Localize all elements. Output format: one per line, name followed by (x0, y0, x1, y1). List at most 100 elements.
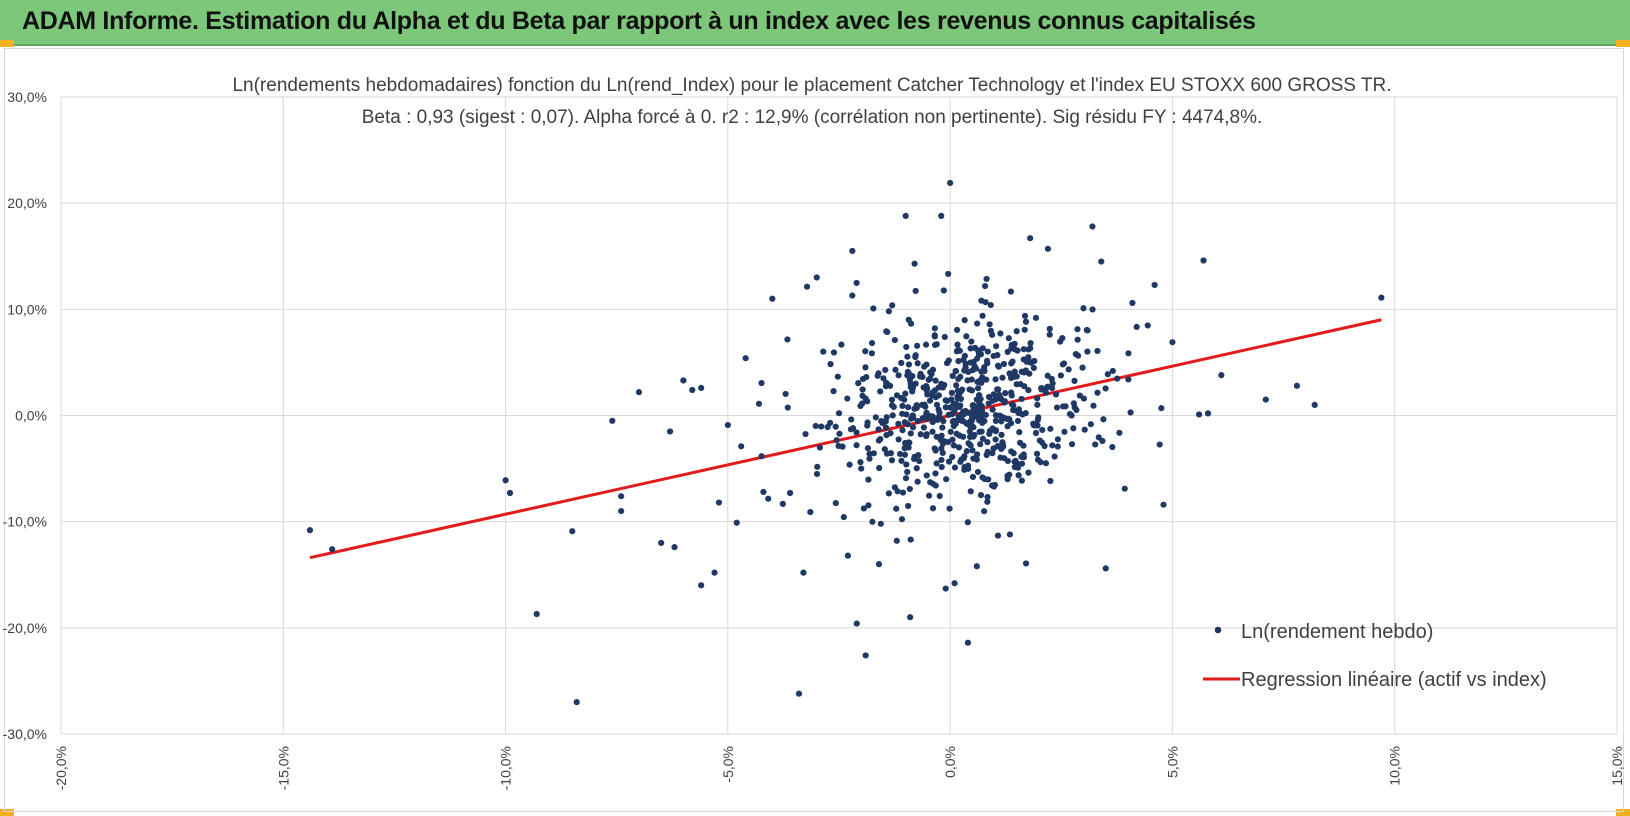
legend-point-marker (1214, 626, 1222, 634)
data-point (1046, 325, 1053, 332)
data-point (994, 532, 1002, 539)
data-point (1016, 429, 1023, 436)
data-point (814, 463, 821, 470)
data-point (865, 502, 872, 509)
data-point (997, 454, 1004, 461)
data-point (922, 403, 929, 410)
data-point (943, 359, 951, 367)
data-point (698, 384, 705, 391)
data-point (1071, 404, 1078, 411)
data-point (887, 450, 895, 457)
data-point (973, 456, 980, 463)
data-point (872, 414, 879, 421)
data-point (957, 458, 964, 465)
data-point (969, 367, 976, 374)
data-point (1038, 386, 1045, 393)
data-point (936, 492, 943, 500)
data-point (963, 333, 970, 340)
data-point (816, 444, 823, 451)
data-point (1311, 401, 1318, 408)
data-point (782, 390, 789, 398)
data-point (902, 212, 909, 220)
data-point (1047, 425, 1054, 432)
data-point (906, 376, 914, 384)
data-point (1047, 477, 1054, 485)
data-point (824, 423, 831, 431)
data-point (807, 508, 814, 516)
chart-title: Ln(rendements hebdomadaires) fonction du… (232, 75, 1391, 96)
data-point (932, 470, 939, 477)
data-point (969, 447, 976, 454)
data-point (959, 386, 966, 393)
data-point (800, 569, 807, 576)
data-point (887, 430, 894, 437)
data-point (965, 409, 972, 416)
data-point (905, 404, 912, 411)
data-point (1025, 387, 1032, 394)
data-point (945, 438, 952, 446)
data-point (733, 519, 740, 526)
data-point (920, 424, 928, 431)
data-point (929, 418, 936, 426)
data-point (1133, 323, 1140, 330)
data-point (961, 463, 968, 471)
data-point (1061, 428, 1068, 435)
data-point (989, 425, 996, 432)
data-point (905, 502, 912, 510)
data-point (951, 580, 958, 587)
data-point (864, 445, 872, 452)
data-point (803, 283, 811, 290)
data-point (913, 403, 921, 410)
data-point (1160, 501, 1167, 508)
data-point (939, 424, 946, 431)
data-point (989, 450, 996, 457)
data-point (996, 391, 1003, 399)
data-point (1090, 402, 1097, 409)
data-point (911, 455, 918, 463)
data-points (306, 179, 1385, 706)
data-point (1089, 306, 1096, 313)
data-point (868, 339, 876, 347)
data-point (1011, 368, 1018, 375)
data-point (820, 348, 827, 355)
data-point (832, 423, 839, 430)
data-point (974, 468, 982, 476)
data-point (961, 453, 968, 460)
data-point (1022, 560, 1030, 567)
y-tick-label: 10,0% (7, 301, 47, 317)
data-point (896, 450, 904, 458)
data-point (904, 421, 911, 428)
data-point (1046, 331, 1053, 338)
data-point (964, 639, 972, 646)
data-point (938, 212, 945, 220)
data-point (956, 412, 964, 419)
data-point (916, 457, 923, 465)
data-point (913, 342, 921, 349)
x-tick-label: -20,0% (53, 746, 69, 790)
data-point (926, 397, 934, 404)
data-point (802, 430, 809, 438)
data-point (1020, 451, 1027, 458)
data-point (862, 652, 869, 659)
data-point (938, 456, 945, 464)
legend: Ln(rendement hebdo) Regression linéaire … (1203, 621, 1547, 691)
data-point (970, 358, 977, 365)
data-point (981, 282, 989, 290)
data-point (953, 326, 961, 333)
data-point (1007, 288, 1015, 295)
data-point (888, 457, 896, 464)
data-point (724, 421, 731, 429)
data-point (1014, 464, 1022, 471)
data-point (849, 247, 856, 255)
data-point (992, 436, 999, 443)
data-point (1011, 373, 1018, 380)
data-point (929, 428, 936, 435)
data-point (929, 392, 936, 399)
data-point (911, 260, 918, 267)
data-point (903, 461, 910, 468)
data-point (1034, 395, 1041, 402)
chart-subtitle: Beta : 0,93 (sigest : 0,07). Alpha forcé… (362, 107, 1263, 128)
data-point (755, 400, 763, 407)
data-point (862, 348, 869, 355)
data-point (956, 347, 963, 354)
